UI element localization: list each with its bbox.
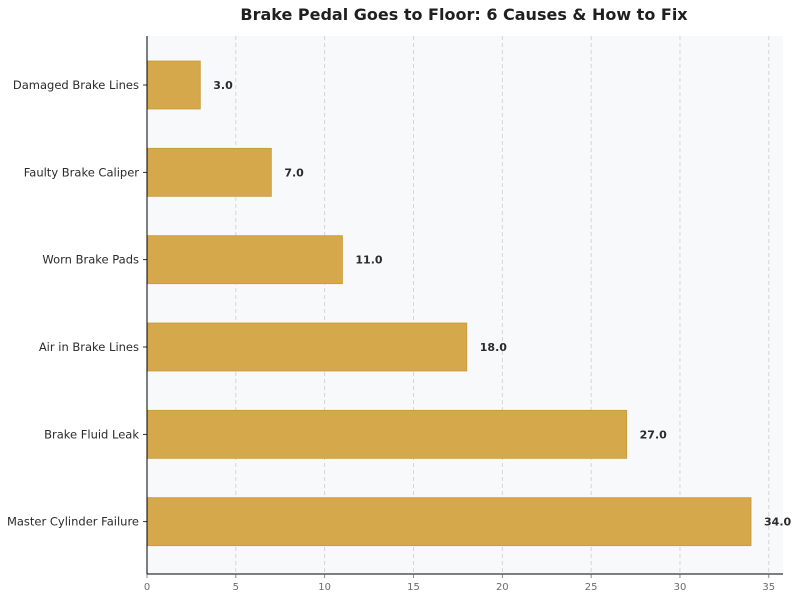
data-label: 11.0 <box>355 254 382 267</box>
data-label: 18.0 <box>480 341 507 354</box>
plot-background <box>147 36 783 574</box>
bar <box>146 147 272 197</box>
data-label: 7.0 <box>284 166 304 179</box>
data-label: 3.0 <box>213 79 233 92</box>
category-label: Faulty Brake Caliper <box>24 165 140 179</box>
bar <box>146 322 468 372</box>
x-tick-label: 15 <box>407 582 420 593</box>
data-label: 34.0 <box>764 516 791 529</box>
bar <box>146 235 343 285</box>
category-label: Master Cylinder Failure <box>7 515 139 529</box>
x-tick-label: 10 <box>318 582 331 593</box>
x-tick-label: 0 <box>144 582 150 593</box>
category-label: Brake Fluid Leak <box>44 427 139 441</box>
category-label: Worn Brake Pads <box>42 253 139 267</box>
bar <box>146 409 628 459</box>
x-tick-label: 30 <box>674 582 687 593</box>
bar <box>146 497 752 547</box>
x-tick-label: 5 <box>233 582 239 593</box>
category-label: Air in Brake Lines <box>39 340 139 354</box>
chart-title: Brake Pedal Goes to Floor: 6 Causes & Ho… <box>240 5 688 24</box>
x-tick-label: 20 <box>496 582 509 593</box>
bar <box>146 60 201 110</box>
x-tick-label: 25 <box>585 582 598 593</box>
data-label: 27.0 <box>640 428 667 441</box>
category-label: Damaged Brake Lines <box>13 78 139 92</box>
x-tick-label: 35 <box>762 582 775 593</box>
